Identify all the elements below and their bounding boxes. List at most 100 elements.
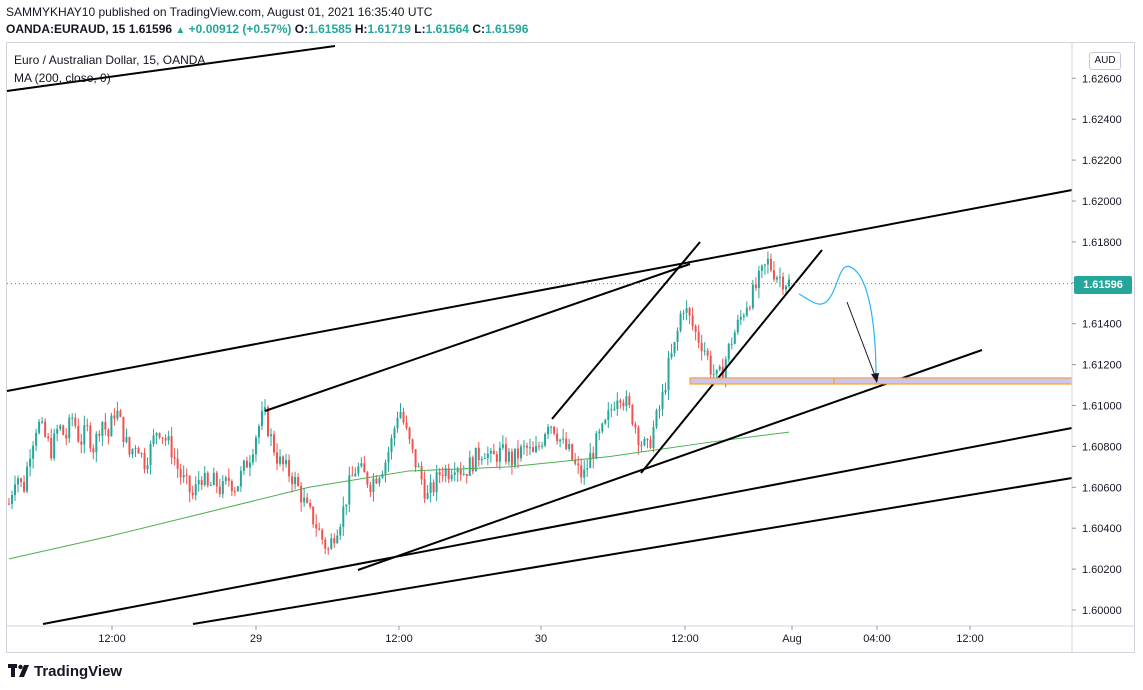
candle-body — [586, 468, 589, 470]
projection-arrow — [846, 301, 878, 382]
low-label: L: — [414, 22, 426, 36]
x-tick-label: 12:00 — [671, 633, 699, 645]
candle-body — [417, 466, 420, 468]
candle-body — [589, 453, 592, 469]
candle-body — [140, 453, 143, 455]
trendline — [192, 477, 1073, 625]
candle-body — [65, 434, 68, 439]
candle-body — [378, 477, 381, 484]
candle-body — [577, 463, 580, 466]
candle-body — [137, 448, 140, 454]
candle-body — [559, 439, 562, 442]
candle-body — [444, 468, 447, 476]
candle-body — [562, 438, 565, 440]
candle-body — [465, 474, 468, 476]
y-tick-label: 1.61000 — [1082, 401, 1122, 413]
support-zone — [689, 377, 1073, 385]
currency-selector[interactable]: AUD — [1089, 52, 1121, 70]
candle-body — [218, 486, 221, 495]
candle-body — [736, 319, 739, 333]
candle-body — [32, 445, 35, 459]
candle-body — [715, 369, 718, 374]
arrow-head-icon — [871, 373, 879, 383]
candle-body — [679, 313, 682, 331]
candle-body — [670, 353, 673, 358]
candle-body — [556, 433, 559, 442]
candle-body — [29, 458, 32, 467]
candle-body — [288, 460, 291, 477]
y-tick-label: 1.62400 — [1082, 114, 1122, 126]
candle-body — [209, 485, 212, 487]
candle-body — [236, 486, 239, 492]
y-tick-label: 1.60200 — [1082, 564, 1122, 576]
candle-body — [541, 445, 544, 447]
candle-body — [775, 277, 778, 280]
y-tick-label: 1.62600 — [1082, 73, 1122, 85]
candle-body — [414, 449, 417, 468]
open-label: O: — [294, 22, 309, 36]
candle-body — [652, 427, 655, 448]
y-tick-label: 1.60400 — [1082, 523, 1122, 535]
candle-body — [158, 433, 161, 438]
candle-body — [333, 538, 336, 544]
candle-body — [507, 451, 510, 462]
candle-body — [655, 410, 658, 428]
candle-body — [324, 539, 327, 549]
candle-body — [788, 279, 790, 287]
candle-body — [700, 342, 703, 352]
candle-body — [550, 426, 553, 428]
candle-body — [164, 438, 167, 441]
drawings-group — [6, 45, 1073, 625]
candle-body — [119, 410, 122, 417]
candle-body — [321, 529, 324, 540]
trendline — [264, 263, 691, 412]
candle-body — [625, 396, 628, 407]
candle-body — [544, 434, 547, 446]
candle-body — [685, 308, 688, 313]
trendline — [6, 45, 336, 92]
low-value: 1.61564 — [425, 22, 469, 36]
candle-body — [697, 331, 700, 343]
candle-body — [604, 419, 607, 424]
candle-body — [622, 402, 625, 407]
candle-body — [399, 411, 402, 418]
candle-body — [763, 264, 766, 266]
candle-body — [423, 479, 426, 499]
candle-body — [300, 485, 303, 503]
candle-body — [167, 436, 170, 441]
candle-body — [366, 472, 369, 485]
candle-body — [766, 258, 769, 265]
candle-body — [44, 421, 47, 437]
candle-body — [438, 471, 441, 476]
trendline — [6, 189, 1073, 392]
y-tick-label: 1.60800 — [1082, 441, 1122, 453]
candle-body — [405, 422, 408, 428]
candle-body — [631, 405, 634, 425]
price-change: +0.00912 (+0.57%) — [188, 22, 292, 36]
candle-body — [254, 437, 257, 455]
candle-body — [17, 478, 20, 485]
candle-body — [122, 416, 125, 443]
candle-body — [194, 484, 197, 496]
candle-body — [598, 431, 601, 434]
candle-body — [435, 471, 438, 493]
candle-body — [640, 445, 643, 447]
candle-body — [595, 433, 598, 459]
candle-body — [610, 409, 613, 411]
chart-frame[interactable] — [6, 42, 1135, 653]
y-tick-label: 1.62000 — [1082, 196, 1122, 208]
trendline — [42, 427, 1073, 625]
candle-body — [375, 478, 378, 484]
candle-body — [616, 400, 619, 410]
candle-body — [62, 425, 65, 435]
candle-body — [86, 425, 89, 427]
candle-body — [522, 445, 525, 447]
candle-body — [510, 451, 513, 466]
candle-body — [242, 460, 245, 471]
candle-body — [83, 425, 86, 445]
candle-body — [778, 276, 781, 278]
candle-body — [155, 433, 158, 436]
candle-body — [646, 438, 649, 440]
candle-body — [730, 343, 733, 345]
